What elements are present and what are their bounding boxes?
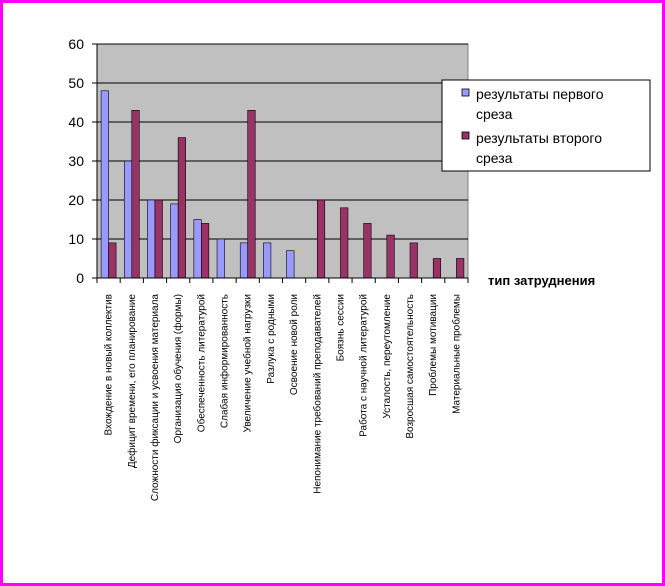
y-tick-label: 10 <box>68 231 84 247</box>
legend: результаты первого среза результаты втор… <box>441 79 651 172</box>
bar-first-slice <box>239 242 249 279</box>
y-tick-label: 40 <box>68 114 84 130</box>
x-axis-label: тип затруднения <box>488 273 595 288</box>
bar-first-slice <box>216 238 225 279</box>
legend-swatch-first <box>461 88 470 97</box>
x-category-label: Проблемы мотивации <box>427 294 439 396</box>
bar-second-slice <box>108 242 117 279</box>
bar-second-slice <box>386 234 395 279</box>
y-tick-label: 30 <box>68 153 84 169</box>
legend-swatch-second <box>461 131 470 140</box>
x-category-label: Вхождение в новый коллектив <box>104 294 115 436</box>
bar-first-slice <box>170 203 179 279</box>
bar-second-slice <box>177 137 186 279</box>
legend-label-first-line1: результаты первого <box>476 86 604 102</box>
x-category-label: Боязнь сессии <box>335 294 346 361</box>
x-tick-labels: Вхождение в новый коллектив Дефицит време… <box>104 294 463 502</box>
bar-second-slice <box>201 223 210 279</box>
bar-second-slice <box>247 110 256 279</box>
x-category-label: Обеспеченность литературой <box>195 294 207 432</box>
bar-second-slice <box>432 258 442 279</box>
bar-first-slice <box>263 242 272 279</box>
legend-label-first-line2: среза <box>476 106 513 122</box>
bar-second-slice <box>154 199 163 279</box>
x-category-label: Разлука с родными <box>266 294 277 384</box>
axes <box>92 43 469 283</box>
y-tick-label: 20 <box>68 192 84 208</box>
legend-label-second-line2: среза <box>476 150 513 166</box>
y-tick-label: 60 <box>68 36 84 52</box>
bar-second-slice <box>363 223 372 279</box>
legend-box <box>441 79 651 172</box>
bar-first-slice <box>286 250 295 279</box>
bar-first-slice <box>100 90 109 279</box>
bar-second-slice <box>409 242 418 279</box>
x-category-label: Сложности фиксации и усвоения материала <box>149 294 161 502</box>
bar-second-slice <box>340 207 349 279</box>
y-tick-labels: 0 10 20 30 40 50 60 <box>68 36 84 286</box>
x-category-label: Возросшая самостоятельность <box>405 294 416 439</box>
x-category-label: Работа с научной литературой <box>358 294 370 437</box>
y-tick-label: 50 <box>68 75 84 91</box>
bar-first-slice <box>147 199 156 279</box>
x-category-label: Материальные проблемы <box>450 294 462 414</box>
x-category-label: Освоение новой роли <box>289 294 300 395</box>
x-category-label: Усталость, переутомление <box>382 294 393 419</box>
x-category-label: Слабая информированность <box>219 294 231 428</box>
bar-first-slice <box>193 219 202 279</box>
x-category-label: Увеличение учебной нагрузки <box>242 294 254 432</box>
bar-second-slice <box>316 199 326 279</box>
bar-first-slice <box>123 160 133 279</box>
bar-second-slice <box>131 110 140 279</box>
x-category-label: Непонимание требований преподавателей <box>311 294 323 494</box>
bar-second-slice <box>456 258 465 279</box>
x-category-label: Организация обучения (формы) <box>172 294 184 443</box>
legend-label-second-line1: результаты второго <box>476 130 602 146</box>
x-category-label: Дефицит времени, его планирование <box>126 294 138 469</box>
y-tick-label: 0 <box>76 270 84 286</box>
